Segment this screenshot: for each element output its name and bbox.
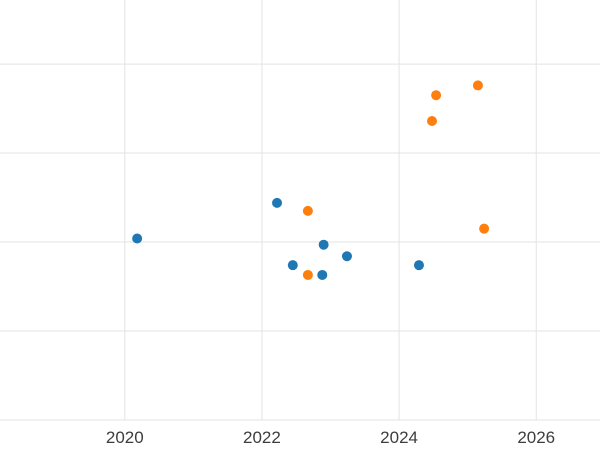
- data-point-series-orange: [302, 205, 313, 216]
- data-point-series-orange: [479, 223, 490, 234]
- x-tick-label: 2026: [517, 428, 555, 447]
- data-point-series-blue: [272, 197, 283, 208]
- data-point-series-blue: [287, 260, 298, 271]
- x-tick-label: 2022: [243, 428, 281, 447]
- data-point-series-blue: [317, 269, 328, 280]
- data-point-series-orange: [431, 90, 442, 101]
- data-point-series-blue: [132, 233, 143, 244]
- x-tick-label: 2024: [380, 428, 418, 447]
- data-point-series-blue: [341, 251, 352, 262]
- x-tick-label: 2020: [106, 428, 144, 447]
- data-point-series-blue: [318, 239, 329, 250]
- data-point-series-orange: [472, 80, 483, 91]
- data-point-series-orange: [427, 116, 437, 127]
- data-point-series-blue: [413, 260, 424, 271]
- data-point-series-orange: [302, 269, 313, 280]
